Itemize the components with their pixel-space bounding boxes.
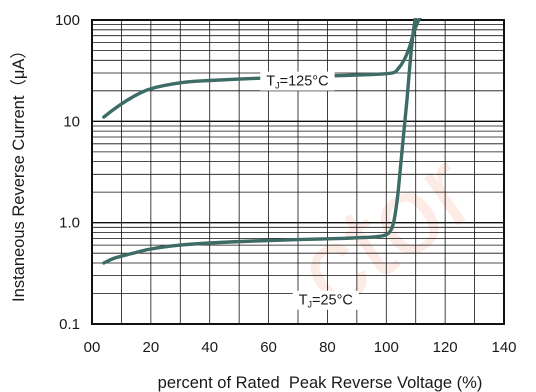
- curve-label-background: [260, 71, 335, 91]
- y-axis-label: Instaneous Reverse Current（μA）: [9, 42, 28, 302]
- x-axis-label: percent of Rated Peak Reverse Voltage (%…: [158, 374, 483, 392]
- x-tick-labels: 00 20 40 60 80 100 120 140: [84, 339, 517, 356]
- y-tick-label: 0.1: [59, 316, 80, 333]
- y-tick-labels: 0.1 1.0 10 100: [55, 12, 80, 333]
- curves: [102, 18, 423, 265]
- x-tick-label: 00: [84, 339, 101, 356]
- series-line-tj-125c: [102, 18, 423, 119]
- curve-label-tj-125c: TJ=125°C: [266, 74, 328, 91]
- x-tick-label: 100: [374, 339, 399, 356]
- x-tick-label: 20: [143, 339, 160, 356]
- x-tick-label: 80: [319, 339, 336, 356]
- y-tick-label: 100: [55, 12, 80, 29]
- curve-labels: TJ=125°C TJ=25°C: [260, 71, 359, 310]
- plot-frame: [91, 19, 505, 325]
- curve-label-tj-25c: TJ=25°C: [299, 293, 353, 310]
- x-tick-label: 120: [433, 339, 458, 356]
- curve-label-background: [292, 290, 359, 310]
- x-tick-label: 40: [201, 339, 218, 356]
- y-tick-label: 1.0: [59, 215, 80, 232]
- grid: [92, 20, 504, 325]
- x-tick-label: 140: [491, 339, 516, 356]
- series-line-tj-25c: [102, 18, 418, 265]
- y-tick-label: 10: [63, 113, 80, 130]
- x-tick-label: 60: [260, 339, 277, 356]
